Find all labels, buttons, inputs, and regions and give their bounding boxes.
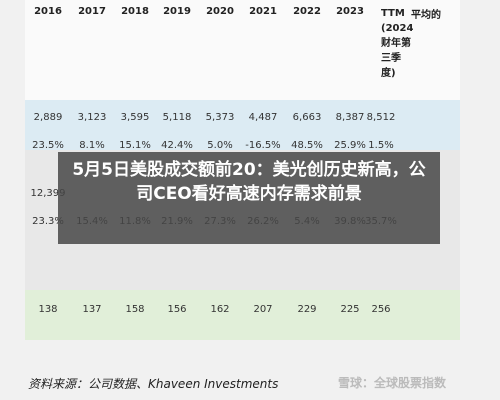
table-cell: 4,487 bbox=[248, 112, 278, 123]
source: 资料来源：公司数据、Khaveen Investments bbox=[28, 377, 279, 391]
table-cell: 6,663 bbox=[292, 112, 322, 123]
table-cell: 42.4% bbox=[161, 140, 193, 151]
table-cell: 8,387 bbox=[335, 112, 365, 123]
table-cell: 48.5% bbox=[291, 140, 323, 151]
table-cell: 158 bbox=[125, 304, 145, 315]
column-header: 2016 bbox=[34, 6, 62, 17]
headline: 5月5日美股成交额前20：美光创历史新高，公司CEO看好高速内存需求前景 bbox=[58, 152, 440, 244]
table-cell: 8,512 bbox=[366, 112, 396, 123]
table-cell: 3,595 bbox=[120, 112, 150, 123]
column-header: 2023 bbox=[336, 6, 364, 17]
table-cell: 1.5% bbox=[368, 140, 394, 151]
table-cell: -16.5% bbox=[245, 140, 281, 151]
green-band bbox=[25, 290, 460, 340]
table-cell: 23.5% bbox=[32, 140, 64, 151]
blue-band bbox=[25, 100, 460, 150]
column-header: 2017 bbox=[78, 6, 106, 17]
table-cell: 5,118 bbox=[162, 112, 192, 123]
column-header: 2021 bbox=[249, 6, 277, 17]
table-cell: 156 bbox=[167, 304, 187, 315]
table-cell: 3,123 bbox=[77, 112, 107, 123]
column-header: 2019 bbox=[163, 6, 191, 17]
table-cell: 15.1% bbox=[119, 140, 151, 151]
table-cell: 207 bbox=[253, 304, 273, 315]
table-cell: 8.1% bbox=[79, 140, 105, 151]
table-cell: 5.0% bbox=[207, 140, 233, 151]
table-cell: 137 bbox=[82, 304, 102, 315]
column-header: 2022 bbox=[293, 6, 321, 17]
column-header: 2018 bbox=[121, 6, 149, 17]
table-cell: 25.9% bbox=[334, 140, 366, 151]
table-cell: 138 bbox=[38, 304, 58, 315]
column-header: 平均的 bbox=[411, 10, 441, 21]
column-header: TTM (2024财年第三季度) bbox=[381, 8, 414, 79]
table-cell: 225 bbox=[340, 304, 360, 315]
watermark: 雪球：全球股票指数 bbox=[338, 376, 447, 390]
table-cell: 12,399 bbox=[30, 188, 66, 199]
header-band bbox=[25, 0, 460, 100]
table-cell: 162 bbox=[210, 304, 230, 315]
table-cell: 2,889 bbox=[33, 112, 63, 123]
table-cell: 23.3% bbox=[32, 216, 64, 227]
table-cell: 229 bbox=[297, 304, 317, 315]
table-cell: 5,373 bbox=[205, 112, 235, 123]
column-header: 2020 bbox=[206, 6, 234, 17]
table-cell: 256 bbox=[371, 304, 391, 315]
